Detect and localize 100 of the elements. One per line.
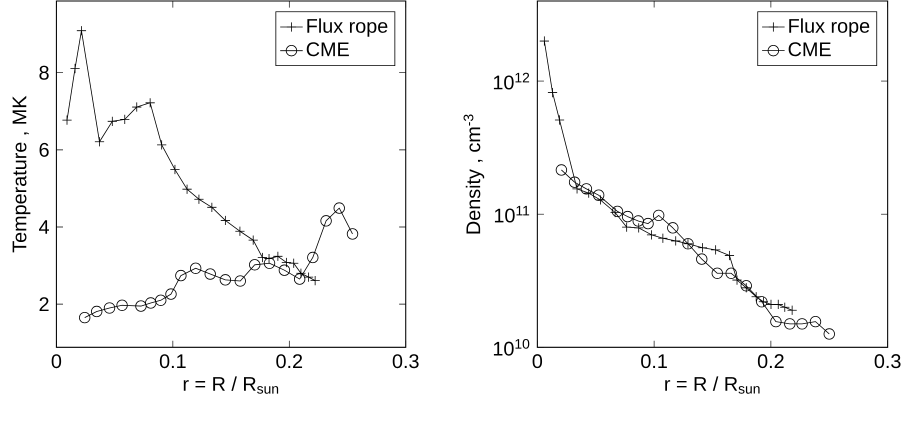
point — [632, 216, 644, 227]
y-tick-label: 10$^{11}$ — [494, 206, 530, 223]
point — [556, 164, 568, 176]
point — [170, 164, 180, 175]
point — [120, 114, 130, 125]
point — [612, 206, 624, 218]
point — [155, 294, 166, 306]
x-tick-label: 0.1 — [160, 354, 186, 368]
point — [740, 280, 752, 292]
y-tick-label: 10$^{12}$ — [494, 72, 530, 90]
point — [234, 276, 246, 287]
x-tick-label: 0.1 — [641, 354, 667, 368]
point — [824, 328, 835, 340]
point — [206, 202, 217, 213]
point — [116, 300, 128, 312]
point — [194, 194, 204, 204]
point — [220, 216, 230, 226]
point — [248, 235, 258, 246]
point — [646, 230, 657, 240]
point — [281, 258, 292, 268]
point — [94, 136, 105, 148]
point — [190, 262, 202, 274]
point — [810, 316, 822, 328]
point — [320, 215, 332, 227]
point — [234, 226, 245, 236]
point — [642, 218, 654, 230]
y-tick-label: 4 — [39, 220, 49, 234]
y-tick-label: 6 — [40, 143, 49, 158]
point — [622, 222, 632, 232]
x-tick-label: 0 — [52, 354, 62, 368]
point — [264, 254, 274, 264]
point — [710, 245, 721, 256]
point — [107, 116, 118, 127]
point — [539, 36, 550, 46]
x-tick-label: 0.2 — [276, 354, 302, 368]
point — [156, 140, 167, 150]
point — [175, 270, 187, 282]
point — [104, 302, 116, 314]
point — [770, 316, 782, 328]
point — [257, 252, 268, 263]
point — [667, 222, 678, 234]
point — [580, 183, 592, 195]
y-tick-label: 8 — [39, 66, 49, 80]
point — [70, 64, 80, 74]
point — [658, 233, 668, 244]
point — [145, 98, 156, 108]
point — [62, 115, 72, 126]
legend-label: CME — [306, 42, 349, 57]
point — [784, 318, 796, 330]
point — [182, 184, 192, 194]
legend-label: CME — [788, 42, 831, 56]
point — [732, 275, 742, 286]
point — [572, 184, 582, 194]
point — [288, 258, 299, 268]
x-tick-label: 0.3 — [392, 354, 419, 368]
x-tick-label: 0.2 — [758, 354, 784, 368]
y-tick-label: 10$^{10}$ — [494, 339, 530, 356]
point — [334, 202, 345, 214]
point — [307, 252, 318, 264]
point — [165, 288, 177, 300]
point — [568, 176, 580, 188]
y-axis-title: Temperature , MK — [12, 96, 30, 253]
point — [670, 236, 681, 246]
x-axis-title: r = R / R$_{sun}$ — [184, 376, 278, 394]
y-tick-label: 2 — [40, 297, 49, 312]
point — [741, 283, 752, 294]
point — [787, 305, 798, 316]
legend-label: Flux rope — [307, 18, 388, 38]
point — [622, 211, 634, 222]
point — [696, 254, 708, 266]
point — [249, 259, 260, 271]
x-axis-title: r = R / R$_{sun}$ — [665, 376, 760, 394]
point — [91, 306, 102, 318]
point — [554, 115, 565, 126]
point — [712, 268, 723, 280]
point — [135, 300, 147, 312]
x-tick-label: 0.3 — [874, 354, 901, 368]
point — [220, 274, 232, 286]
point — [278, 264, 290, 276]
point — [726, 268, 737, 280]
point — [346, 228, 358, 240]
point — [145, 298, 156, 309]
point — [592, 190, 604, 202]
point — [796, 318, 808, 330]
point — [296, 268, 306, 279]
point — [697, 242, 708, 253]
point — [548, 88, 558, 98]
point — [272, 252, 283, 262]
point — [584, 188, 594, 198]
point — [79, 312, 90, 324]
point — [724, 250, 734, 261]
y-axis-title: Density , cm$^{-3}$ — [464, 114, 484, 234]
point — [595, 195, 606, 206]
point — [132, 102, 142, 112]
legend-label: Flux rope — [789, 18, 870, 38]
x-tick-label: 0 — [532, 354, 542, 368]
point — [652, 210, 664, 222]
point — [634, 223, 644, 234]
point — [76, 26, 86, 36]
point — [204, 268, 216, 280]
